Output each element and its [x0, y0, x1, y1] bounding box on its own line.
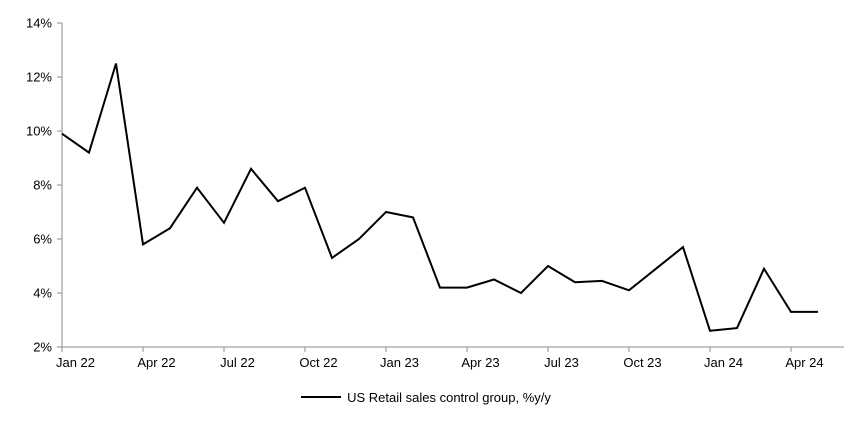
- y-axis-tick-label: 4%: [33, 286, 52, 301]
- x-axis-tick-label: Jan 24: [704, 355, 743, 370]
- y-axis-tick-label: 2%: [33, 340, 52, 355]
- x-axis-tick-label: Jul 22: [220, 355, 255, 370]
- legend-label: US Retail sales control group, %y/y: [347, 389, 551, 405]
- y-axis-tick-label: 14%: [26, 16, 52, 31]
- y-axis-tick-label: 12%: [26, 70, 52, 85]
- chart-legend: US Retail sales control group, %y/y: [0, 388, 852, 406]
- legend-line-sample: [301, 396, 342, 398]
- y-axis-tick-label: 8%: [33, 178, 52, 193]
- series-line-us-retail-control-group: [61, 63, 818, 332]
- x-axis-tick-label: Jan 23: [380, 355, 419, 370]
- x-axis-tick-label: Jan 22: [56, 355, 95, 370]
- x-axis-tick-label: Oct 23: [623, 355, 661, 370]
- y-axis-tick-label: 6%: [33, 232, 52, 247]
- x-axis-tick-label: Oct 22: [299, 355, 337, 370]
- x-axis-tick-label: Apr 24: [785, 355, 823, 370]
- y-axis-tick-label: 10%: [26, 124, 52, 139]
- x-axis-tick-label: Jul 23: [544, 355, 579, 370]
- x-axis-tick-label: Apr 23: [461, 355, 499, 370]
- x-axis-tick-label: Apr 22: [137, 355, 175, 370]
